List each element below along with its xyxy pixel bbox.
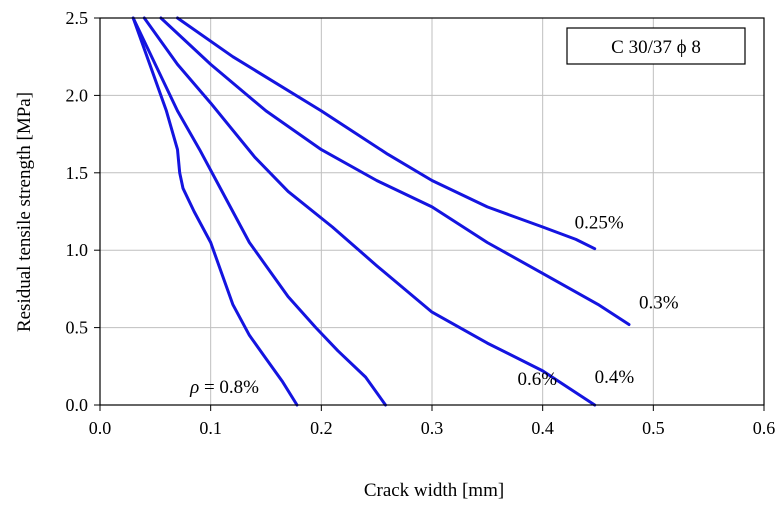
series-layer [131,16,631,407]
series-line [159,16,631,326]
y-tick-label: 0.0 [66,395,89,415]
x-tick-label: 0.0 [89,418,112,438]
x-tick-label: 0.4 [531,418,554,438]
y-tick-label: 0.5 [66,318,89,338]
inset-frame [566,27,746,65]
grid-layer [100,18,764,405]
rho-symbol: ρ [189,377,199,398]
inset-label: C 30/37 ϕ 8 [611,37,701,58]
x-tick-label: 0.1 [199,418,222,438]
y-tick-label: 1.5 [66,163,89,183]
y-tick-label: 2.0 [66,85,89,105]
y-tick-label: 2.5 [66,8,89,28]
x-tick-label: 0.2 [310,418,333,438]
y-axis-title: Residual tensile strength [MPa] [14,92,35,332]
y-tick-label: 1.0 [66,240,89,260]
series-line [131,16,387,407]
series-label: 0.25% [575,213,624,234]
series-label-value: = 0.8% [199,377,259,398]
series-line [176,16,597,251]
series-line [131,16,299,407]
series-line [142,16,597,407]
series-label: 0.4% [595,367,635,388]
series-label: 0.6% [518,369,558,390]
x-tick-label: 0.6 [753,418,776,438]
tick-layer: 0.0 0.1 0.2 0.3 0.4 0.5 0.6 0.0 0.5 1.0 1.5 2.0 2.5 [66,8,776,438]
x-tick-label: 0.5 [642,418,665,438]
series-label: 0.3% [639,293,679,314]
series-label: ρ = 0.8% [189,377,259,398]
inset-box: C 30/37 ϕ 8 [566,27,746,65]
label-layer: ρ = 0.8% 0.6% 0.4% 0.3% 0.25% [189,213,679,398]
x-tick-label: 0.3 [421,418,444,438]
x-axis-title: Crack width [mm] [364,480,504,501]
